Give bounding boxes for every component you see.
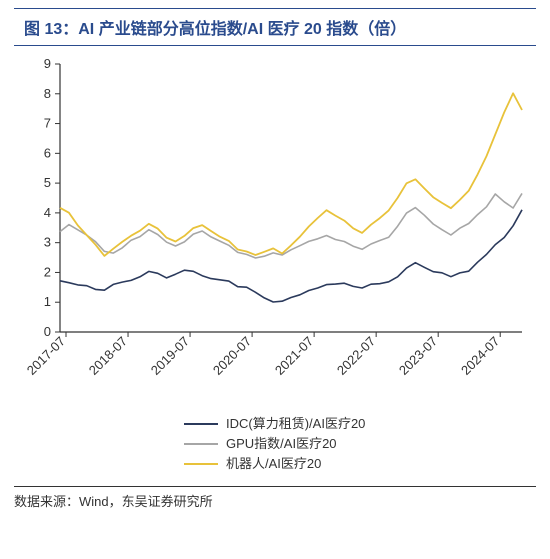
data-source: 数据来源：Wind，东吴证券研究所 [14, 486, 536, 510]
svg-text:2024-07: 2024-07 [458, 334, 502, 378]
svg-text:2023-07: 2023-07 [396, 334, 440, 378]
chart-area: 0 1 2 3 4 5 6 7 8 9 2017-07 2018-07 2019-07 2020-07 20… [14, 52, 536, 482]
svg-text:7: 7 [44, 116, 51, 131]
svg-text:4: 4 [44, 205, 51, 220]
svg-text:2022-07: 2022-07 [334, 334, 378, 378]
svg-text:0: 0 [44, 324, 51, 339]
svg-text:1: 1 [44, 294, 51, 309]
svg-text:9: 9 [44, 56, 51, 71]
figure-container: 图 13：AI 产业链部分高位指数/AI 医疗 20 指数（倍） 0 1 2 3 4 5 6… [0, 8, 550, 559]
svg-text:GPU指数/AI医疗20: GPU指数/AI医疗20 [226, 436, 337, 451]
svg-text:机器人/AI医疗20: 机器人/AI医疗20 [226, 456, 321, 471]
svg-text:5: 5 [44, 175, 51, 190]
svg-text:8: 8 [44, 86, 51, 101]
chart-title: 图 13：AI 产业链部分高位指数/AI 医疗 20 指数（倍） [24, 21, 406, 38]
svg-text:2: 2 [44, 264, 51, 279]
svg-text:2020-07: 2020-07 [210, 334, 254, 378]
svg-text:2018-07: 2018-07 [86, 334, 130, 378]
title-bar: 图 13：AI 产业链部分高位指数/AI 医疗 20 指数（倍） [14, 8, 536, 46]
svg-text:IDC(算力租赁)/AI医疗20: IDC(算力租赁)/AI医疗20 [226, 416, 365, 431]
line-chart: 0 1 2 3 4 5 6 7 8 9 2017-07 2018-07 2019-07 2020-07 20… [14, 52, 536, 482]
svg-text:2017-07: 2017-07 [24, 334, 68, 378]
svg-text:2019-07: 2019-07 [148, 334, 192, 378]
svg-text:2021-07: 2021-07 [272, 334, 316, 378]
svg-text:3: 3 [44, 235, 51, 250]
svg-text:6: 6 [44, 145, 51, 160]
